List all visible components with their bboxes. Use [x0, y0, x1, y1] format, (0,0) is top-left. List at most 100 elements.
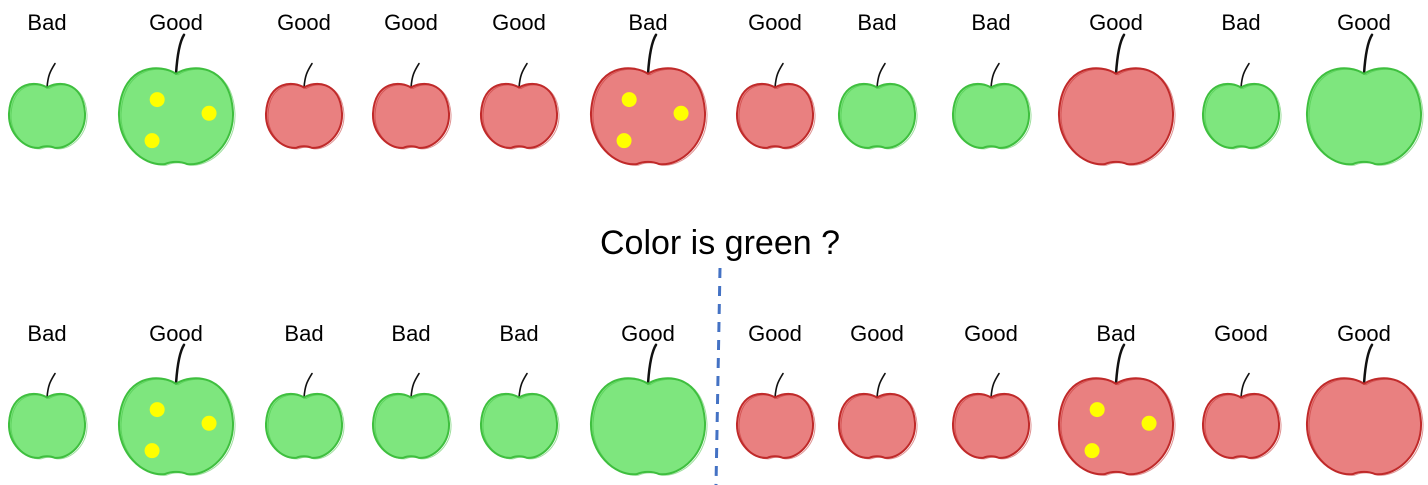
apple-stem [646, 343, 658, 386]
apple-label: Bad [1221, 10, 1260, 35]
split-divider [714, 267, 722, 485]
red-apple-body [371, 82, 451, 149]
apple-stem [174, 343, 186, 386]
apple-sketch-line [120, 68, 236, 166]
apple-sketch-line [374, 84, 452, 150]
red-apple-body [735, 82, 815, 149]
apple-stem [1362, 33, 1374, 76]
apple-item: Good [735, 10, 816, 150]
yellow-spot [144, 443, 160, 459]
apple-sketch-line [1308, 378, 1424, 476]
apple-stem [518, 372, 528, 399]
apple-sketch-line [482, 84, 560, 150]
top-row: Bad Good Good Good Good Bad Good Bad Bad Good Bad G… [7, 10, 1424, 166]
apple-stem [646, 33, 658, 76]
green-apple-body [264, 392, 344, 459]
apple-sketch-line [10, 394, 88, 460]
apple-stem [1362, 343, 1374, 386]
apple-stem [1240, 62, 1250, 89]
apple-label: Bad [499, 321, 538, 346]
apple-sketch-line [592, 68, 708, 166]
apple-item: Good [837, 321, 918, 460]
green-apple-body [589, 377, 707, 476]
apple-stem [1114, 343, 1126, 386]
green-apple-body [7, 82, 87, 149]
apple-label: Good [384, 10, 438, 35]
apple-label: Bad [27, 321, 66, 346]
apple-stem [46, 62, 56, 89]
yellow-spot [616, 133, 632, 149]
apple-sketch-line [1060, 68, 1176, 166]
yellow-spot [149, 92, 165, 108]
apple-item: Good [1057, 10, 1176, 166]
apple-sketch-line [954, 394, 1032, 460]
yellow-spot [1089, 402, 1105, 418]
apple-item: Good [264, 10, 345, 150]
apple-label: Good [1337, 10, 1391, 35]
red-apple-body [1201, 392, 1281, 459]
apple-label: Bad [391, 321, 430, 346]
apple-item: Good [1305, 10, 1424, 166]
apple-sketch-line [1060, 378, 1176, 476]
apple-sketch-line [267, 394, 345, 460]
apple-stem [174, 33, 186, 76]
apple-item: Bad [837, 10, 918, 150]
apple-sketch-line [374, 394, 452, 460]
yellow-spot [1084, 443, 1100, 459]
apple-sketch-line [738, 84, 816, 150]
apple-item: Bad [371, 321, 452, 460]
apple-item: Bad [951, 10, 1032, 150]
apple-stem [410, 62, 420, 89]
red-apple-body [1057, 67, 1175, 166]
apple-item: Bad [264, 321, 345, 460]
apple-label: Bad [628, 10, 667, 35]
apple-label: Good [492, 10, 546, 35]
apple-sketch-line [120, 378, 236, 476]
apple-stem [410, 372, 420, 399]
apple-stem [774, 62, 784, 89]
apple-item: Good [1305, 321, 1424, 476]
green-apple-body [1201, 82, 1281, 149]
yellow-spot [621, 92, 637, 108]
apple-sketch-line [10, 84, 88, 150]
apple-label: Good [277, 10, 331, 35]
apple-item: Good [735, 321, 816, 460]
apple-sketch-line [738, 394, 816, 460]
green-apple-body [837, 82, 917, 149]
yellow-spot [1141, 415, 1157, 431]
apple-label: Good [149, 321, 203, 346]
apple-stem [990, 62, 1000, 89]
apple-sketch-line [482, 394, 560, 460]
red-apple-body [735, 392, 815, 459]
apple-item: Bad [7, 321, 88, 460]
apple-stem [303, 372, 313, 399]
apple-item: Good [371, 10, 452, 150]
apple-sketch-line [592, 378, 708, 476]
apple-stem [46, 372, 56, 399]
apple-stem [303, 62, 313, 89]
red-apple-body [951, 392, 1031, 459]
apple-label: Good [1214, 321, 1268, 346]
green-apple-body [951, 82, 1031, 149]
apple-label: Bad [1096, 321, 1135, 346]
apple-label: Good [748, 321, 802, 346]
apple-item: Bad [479, 321, 560, 460]
apple-label: Bad [27, 10, 66, 35]
apple-label: Good [748, 10, 802, 35]
apple-item: Good [1201, 321, 1282, 460]
apple-item: Good [589, 321, 708, 476]
red-apple-body [837, 392, 917, 459]
green-apple-body [1305, 67, 1423, 166]
green-apple-body [479, 392, 559, 459]
apple-item: Good [117, 10, 236, 166]
red-apple-body [479, 82, 559, 149]
apple-label: Bad [284, 321, 323, 346]
apple-sketch-line [840, 394, 918, 460]
apple-item: Good [117, 321, 236, 476]
apple-item: Bad [7, 10, 88, 150]
apple-sketch-line [1204, 84, 1282, 150]
apple-stem [990, 372, 1000, 399]
apple-item: Bad [589, 10, 708, 166]
apple-sketch-line [267, 84, 345, 150]
